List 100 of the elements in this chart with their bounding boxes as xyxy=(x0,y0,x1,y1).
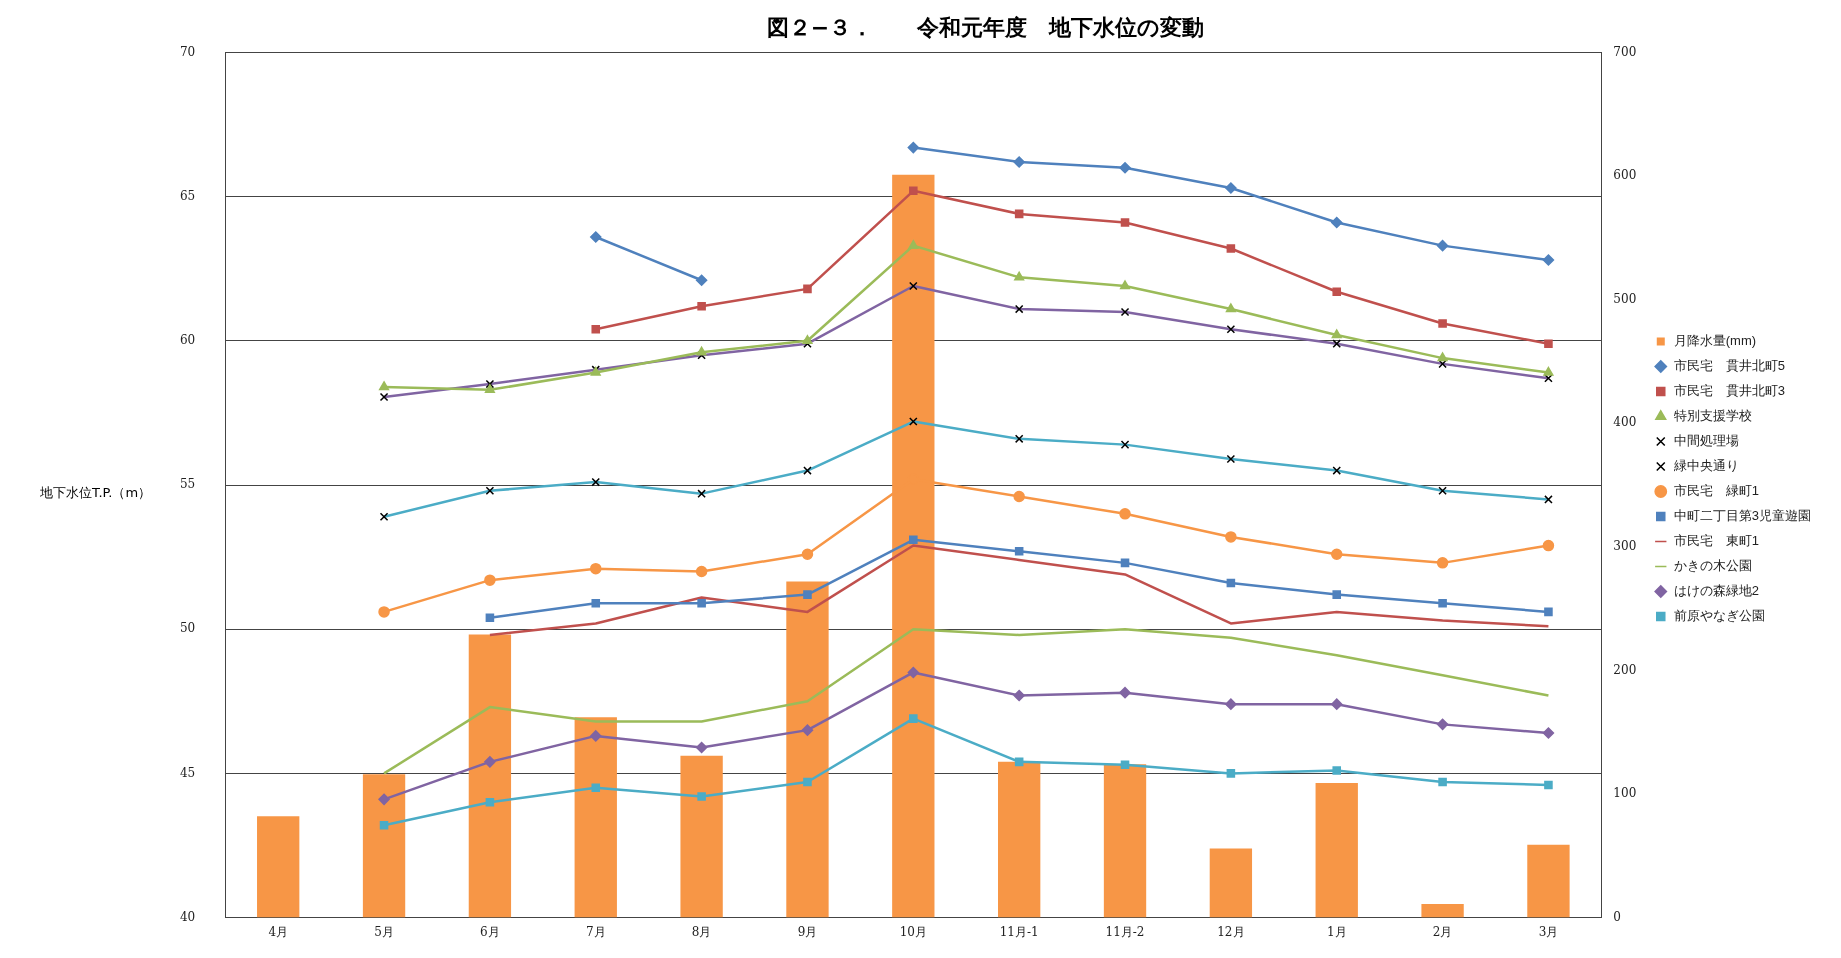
point xyxy=(697,792,706,801)
point xyxy=(1119,162,1131,174)
point xyxy=(1332,287,1342,297)
y-tick-label: 55 xyxy=(179,477,196,492)
point xyxy=(378,606,390,618)
point xyxy=(695,565,708,578)
legend-label: 前原やなぎ公園 xyxy=(1673,608,1765,624)
legend-label: 中間処理場 xyxy=(1673,433,1739,449)
point xyxy=(1120,558,1130,568)
y2-tick-label: 700 xyxy=(1613,44,1637,59)
legend-label: はけの森緑地2 xyxy=(1673,583,1759,599)
y-axis-title: 地下水位T.P.（m） xyxy=(40,484,152,502)
point xyxy=(1226,244,1236,253)
point xyxy=(1225,303,1236,313)
bar xyxy=(680,755,723,918)
legend-label: かきの木公園 xyxy=(1673,558,1752,574)
point xyxy=(379,821,389,830)
x-tick-label: 3月 xyxy=(1538,924,1559,939)
point xyxy=(803,777,812,787)
point xyxy=(590,730,602,742)
bar xyxy=(257,816,300,918)
point xyxy=(909,535,918,545)
legend-label: 市民宅 東町1 xyxy=(1673,533,1759,549)
point xyxy=(484,756,496,768)
point xyxy=(1014,271,1025,281)
bar xyxy=(998,761,1041,918)
point xyxy=(591,783,601,793)
point xyxy=(697,301,706,311)
point xyxy=(1437,352,1448,362)
point xyxy=(1331,329,1342,339)
point xyxy=(1330,548,1343,560)
point xyxy=(591,324,601,334)
x-tick-label: 7月 xyxy=(585,924,606,939)
point xyxy=(907,666,920,679)
point xyxy=(1013,689,1025,702)
point xyxy=(1438,777,1447,787)
point xyxy=(801,724,814,736)
point xyxy=(1330,698,1343,710)
y2-tick-label: 600 xyxy=(1613,168,1637,183)
y2-tick-label: 0 xyxy=(1613,909,1622,924)
bar xyxy=(468,634,512,918)
chart-title: 図２−３． 令和元年度 地下水位の変動 xyxy=(766,14,1205,40)
point xyxy=(590,231,602,243)
point xyxy=(484,384,495,394)
point xyxy=(1013,156,1025,168)
x-tick-label: 4月 xyxy=(268,924,289,939)
point xyxy=(1225,698,1237,710)
point xyxy=(485,797,495,807)
y2-tick-label: 400 xyxy=(1613,415,1637,430)
y-tick-label: 65 xyxy=(179,188,196,203)
point xyxy=(1226,578,1236,588)
point xyxy=(1119,686,1131,699)
point xyxy=(1332,590,1342,599)
point xyxy=(803,284,812,294)
x-tick-label: 2月 xyxy=(1432,924,1453,939)
point xyxy=(801,548,814,560)
bar xyxy=(1315,782,1358,918)
legend-label: 緑中央通り xyxy=(1672,458,1739,474)
point xyxy=(1544,607,1553,617)
point xyxy=(378,793,390,806)
point xyxy=(1225,182,1237,194)
point xyxy=(695,741,708,754)
y2-tick-label: 500 xyxy=(1613,291,1637,306)
y-tick-label: 50 xyxy=(179,621,196,636)
legend-label: 市民宅 緑町1 xyxy=(1673,483,1759,499)
point xyxy=(1013,490,1025,503)
point xyxy=(1542,539,1555,552)
point xyxy=(1120,760,1130,770)
y2-tick-label: 200 xyxy=(1613,662,1637,677)
bar xyxy=(1209,848,1253,918)
legend-label: 中町二丁目第3児童遊園 xyxy=(1673,508,1811,524)
point xyxy=(1119,508,1131,520)
point xyxy=(378,381,390,391)
point xyxy=(907,141,920,154)
point xyxy=(1438,319,1447,328)
x-tick-label: 1月 xyxy=(1326,924,1347,939)
point xyxy=(485,613,495,622)
bar xyxy=(362,774,406,918)
x-tick-label: 11月-1 xyxy=(999,924,1039,939)
point xyxy=(696,346,707,356)
x-tick-label: 12月 xyxy=(1217,924,1245,939)
bar xyxy=(786,581,829,918)
point xyxy=(1332,766,1342,775)
point xyxy=(1120,218,1130,227)
point xyxy=(1438,598,1447,608)
y-tick-label: 40 xyxy=(179,909,196,924)
point xyxy=(1226,769,1236,778)
point xyxy=(1436,557,1449,569)
point xyxy=(1542,254,1555,266)
point xyxy=(802,335,813,345)
bar xyxy=(1421,904,1464,918)
point xyxy=(1436,718,1449,731)
point xyxy=(1436,239,1449,252)
point xyxy=(591,598,601,608)
legend-label: 特別支援学校 xyxy=(1673,408,1752,424)
point xyxy=(1014,547,1024,556)
x-tick-label: 8月 xyxy=(691,924,712,939)
point xyxy=(1544,339,1553,348)
x-tick-label: 11月-2 xyxy=(1105,924,1145,939)
point xyxy=(697,598,706,608)
